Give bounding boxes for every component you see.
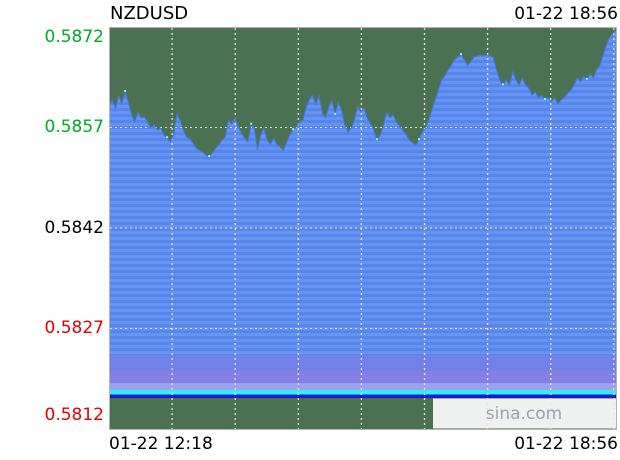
- price-area-chart: sina.com: [109, 27, 617, 430]
- speckle-dot: [334, 112, 337, 115]
- plot-border: [109, 27, 617, 430]
- y-axis-label: 0.5872: [44, 27, 104, 47]
- speckle-dot: [292, 128, 295, 131]
- speckle-dot: [418, 138, 420, 141]
- speckle-dot: [250, 122, 253, 125]
- y-axis-label: 0.5827: [44, 318, 104, 338]
- price-line: [109, 29, 617, 158]
- speckle-dot: [124, 90, 127, 92]
- y-axis-label: 0.5812: [44, 405, 104, 425]
- speckle-dot: [460, 53, 462, 56]
- watermark-box: [433, 398, 616, 429]
- speckle-dot: [585, 77, 588, 80]
- speckle-dot: [166, 136, 169, 139]
- y-axis-label: 0.5857: [44, 117, 104, 137]
- header-timestamp: 01-22 18:56: [514, 4, 618, 24]
- base-band-cyan: [109, 390, 617, 395]
- base-band-periwinkle: [109, 383, 617, 390]
- speckle-dot: [376, 138, 378, 141]
- x-axis-end-time: 01-22 18:56: [514, 434, 618, 454]
- speckle-dot: [544, 98, 546, 100]
- base-band-purple: [109, 371, 617, 383]
- base-band-purple: [109, 355, 617, 371]
- chart-title: NZDUSD: [110, 3, 189, 24]
- speckle-dot: [502, 83, 504, 86]
- sina-watermark: sina.com: [486, 404, 562, 424]
- price-chart-plot: sina.com: [109, 27, 618, 431]
- x-axis-start-time: 01-22 12:18: [109, 434, 213, 454]
- y-axis-label: 0.5842: [44, 218, 104, 238]
- base-band-navy: [109, 394, 617, 398]
- speckle-dot: [208, 155, 211, 157]
